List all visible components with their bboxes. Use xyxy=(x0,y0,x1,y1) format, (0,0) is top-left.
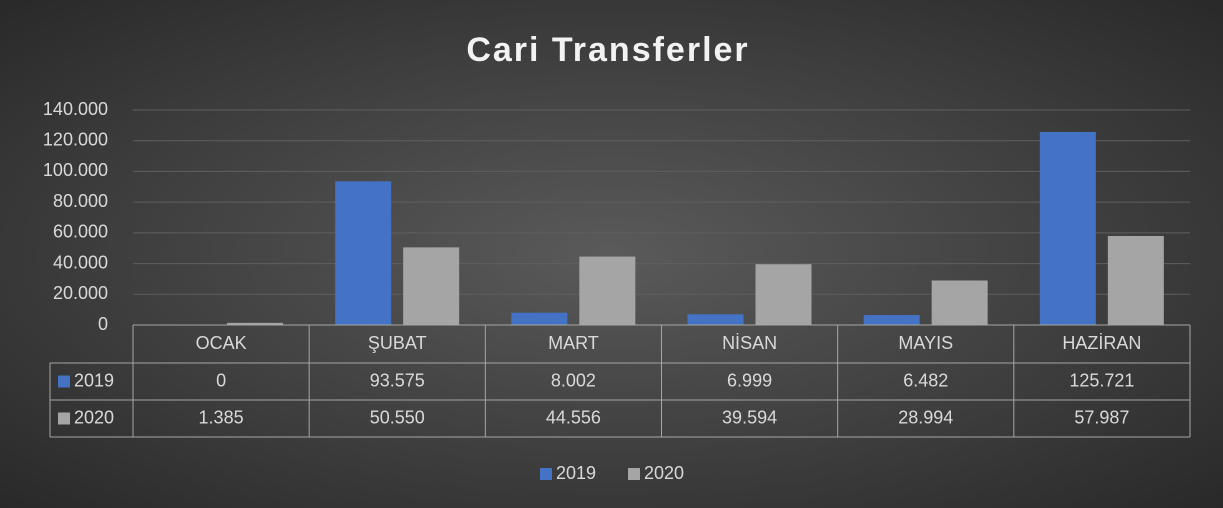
x-tick-label: HAZİRAN xyxy=(1062,333,1141,353)
legend-key xyxy=(58,375,70,388)
y-tick-label: 20.000 xyxy=(53,283,108,303)
table-value: 39.594 xyxy=(722,407,777,427)
x-tick-label: OCAK xyxy=(196,333,247,353)
bar xyxy=(403,247,460,325)
table-value: 57.987 xyxy=(1074,407,1129,427)
y-tick-label: 0 xyxy=(98,314,108,334)
y-tick-label: 60.000 xyxy=(53,222,108,242)
bar xyxy=(227,322,283,325)
x-tick-label: NİSAN xyxy=(722,333,777,353)
legend-label: 2019 xyxy=(556,463,596,483)
table-value: 1.385 xyxy=(199,407,244,427)
table-value: 125.721 xyxy=(1069,370,1134,390)
table-value: 6.999 xyxy=(727,370,772,390)
table-value: 8.002 xyxy=(551,370,596,390)
table-value: 6.482 xyxy=(903,370,948,390)
bar xyxy=(579,256,636,325)
table-value: 50.550 xyxy=(370,407,425,427)
table-series-name: 2019 xyxy=(74,370,114,390)
bar xyxy=(863,315,920,325)
y-tick-label: 40.000 xyxy=(53,252,108,272)
bar xyxy=(687,314,744,325)
bar xyxy=(931,280,988,325)
y-tick-label: 120.000 xyxy=(43,129,108,149)
legend-label: 2020 xyxy=(644,463,684,483)
y-tick-label: 100.000 xyxy=(43,160,108,180)
x-tick-label: ŞUBAT xyxy=(368,333,427,353)
legend-key xyxy=(628,468,640,480)
y-tick-label: 140.000 xyxy=(43,99,108,119)
table-series-name: 2020 xyxy=(74,407,114,427)
table-value: 44.556 xyxy=(546,407,601,427)
table-value: 93.575 xyxy=(370,370,425,390)
legend-key xyxy=(540,468,552,480)
bar xyxy=(755,264,812,325)
bar xyxy=(511,312,568,325)
chart-title: Cari Transferler xyxy=(466,31,749,69)
table-value: 28.994 xyxy=(898,407,953,427)
x-tick-label: MART xyxy=(548,333,599,353)
y-tick-label: 80.000 xyxy=(53,191,108,211)
x-tick-label: MAYIS xyxy=(898,333,953,353)
bar xyxy=(335,181,392,325)
table-value: 0 xyxy=(216,370,226,390)
bar xyxy=(1107,235,1164,325)
data-table-grid xyxy=(49,362,1190,438)
bar xyxy=(1039,131,1096,325)
legend-key xyxy=(58,412,70,425)
